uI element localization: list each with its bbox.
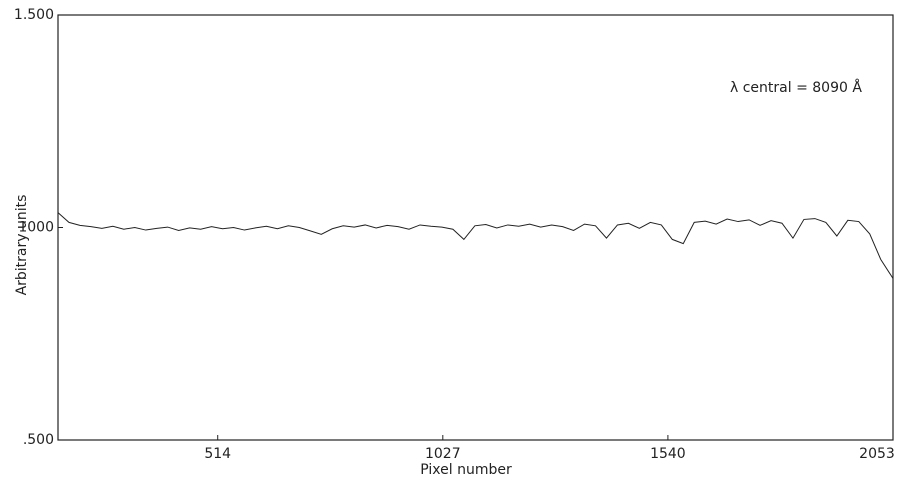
x-tick-label: 514 <box>204 446 231 462</box>
y-tick-label: 1000 <box>18 220 54 236</box>
x-tick-label: 1540 <box>650 446 686 462</box>
y-tick-label: .500 <box>23 432 54 448</box>
plot-frame <box>57 14 894 441</box>
annotation: λ central = 8090 Å <box>730 79 862 96</box>
y-tick-label: 1.500 <box>14 7 54 23</box>
x-axis-label: Pixel number <box>420 462 512 478</box>
y-axis-label: Arbitrary units <box>14 195 30 296</box>
x-tick-label: 1027 <box>425 446 461 462</box>
spectrum-line <box>57 212 894 279</box>
x-tick-label: 2053 <box>859 446 895 462</box>
